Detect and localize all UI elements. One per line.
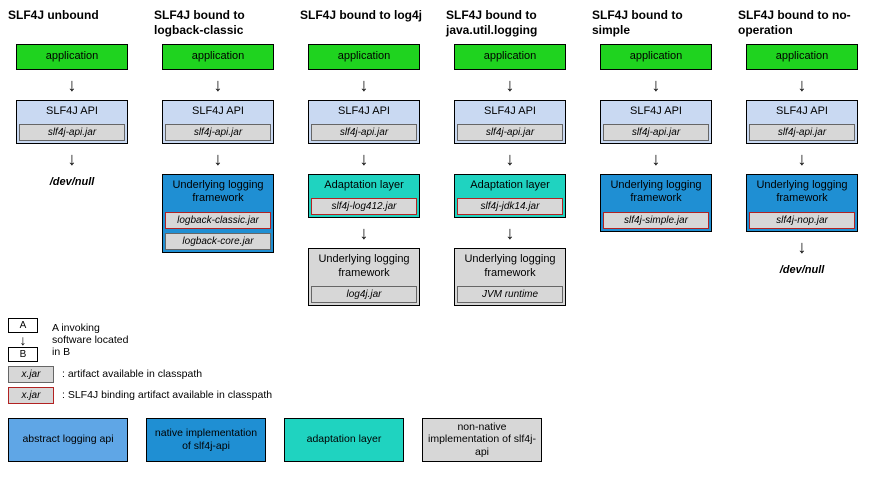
col-title: SLF4J unbound — [8, 8, 136, 38]
api-box: SLF4J API slf4j-api.jar — [308, 100, 420, 144]
jar-chip: x.jar — [8, 366, 54, 383]
jar-label: JVM runtime — [457, 286, 563, 303]
jar-label: slf4j-log412.jar — [311, 198, 417, 215]
jar-label: slf4j-api.jar — [165, 124, 271, 141]
col-title: SLF4J bound to no-operation — [738, 8, 866, 38]
application-box: application — [454, 44, 566, 70]
swatch-native: native implementation of slf4j-api — [146, 418, 266, 462]
arrow-icon: ↓ — [506, 222, 515, 244]
chip-a: A — [8, 318, 38, 333]
jar-label: slf4j-jdk14.jar — [457, 198, 563, 215]
impl-box: Underlying logging framework logback-cla… — [162, 174, 274, 252]
jar-label: logback-classic.jar — [165, 212, 271, 229]
jar-label: slf4j-api.jar — [603, 124, 709, 141]
swatch-adapt: adaptation layer — [284, 418, 404, 462]
swatch-non: non-native implementation of slf4j-api — [422, 418, 542, 462]
swatch-api: abstract logging api — [8, 418, 128, 462]
arrow-icon: ↓ — [652, 74, 661, 96]
jar-chip-binding: x.jar — [8, 387, 54, 404]
jar-label: slf4j-api.jar — [19, 124, 125, 141]
col-nop: SLF4J bound to no-operation application … — [738, 8, 866, 276]
arrow-icon: ↓ — [798, 236, 807, 258]
arrow-icon: ↓ — [798, 74, 807, 96]
col-jul: SLF4J bound to java.util.logging applica… — [446, 8, 574, 306]
arrow-icon: ↓ — [360, 74, 369, 96]
arrow-icon: ↓ — [214, 148, 223, 170]
chip-b: B — [8, 347, 38, 362]
application-box: application — [16, 44, 128, 70]
jar-label: slf4j-nop.jar — [749, 212, 855, 229]
arrow-icon: ↓ — [360, 148, 369, 170]
jar-label: slf4j-simple.jar — [603, 212, 709, 229]
application-box: application — [162, 44, 274, 70]
legend-ab-text: A invoking software located in B — [52, 322, 128, 358]
col-title: SLF4J bound to java.util.logging — [446, 8, 574, 38]
devnull: /dev/null — [50, 176, 95, 188]
arrow-icon: ↓ — [68, 74, 77, 96]
col-unbound: SLF4J unbound application ↓ SLF4J API sl… — [8, 8, 136, 188]
api-box: SLF4J API slf4j-api.jar — [162, 100, 274, 144]
api-box: SLF4J API slf4j-api.jar — [600, 100, 712, 144]
ab-stack: A ↓ B — [8, 318, 38, 362]
adapter-box: Adaptation layer slf4j-jdk14.jar — [454, 174, 566, 218]
jar-label: slf4j-api.jar — [749, 124, 855, 141]
legend-jar-text: : artifact available in classpath — [62, 368, 202, 380]
arrow-icon: ↓ — [20, 333, 27, 347]
devnull: /dev/null — [780, 264, 825, 276]
arrow-icon: ↓ — [360, 222, 369, 244]
col-log4j: SLF4J bound to log4j application ↓ SLF4J… — [300, 8, 428, 306]
api-box: SLF4J API slf4j-api.jar — [454, 100, 566, 144]
application-box: application — [308, 44, 420, 70]
api-box: SLF4J API slf4j-api.jar — [746, 100, 858, 144]
application-box: application — [746, 44, 858, 70]
legend-jar: x.jar : artifact available in classpath — [8, 366, 870, 383]
arrow-icon: ↓ — [68, 148, 77, 170]
arrow-icon: ↓ — [506, 148, 515, 170]
application-box: application — [600, 44, 712, 70]
underlying-box: Underlying logging framework JVM runtime — [454, 248, 566, 305]
col-title: SLF4J bound to log4j — [300, 8, 428, 38]
arrow-icon: ↓ — [214, 74, 223, 96]
col-simple: SLF4J bound to simple application ↓ SLF4… — [592, 8, 720, 232]
col-title: SLF4J bound to simple — [592, 8, 720, 38]
color-legend: abstract logging api native implementati… — [8, 418, 870, 462]
impl-box: Underlying logging framework slf4j-simpl… — [600, 174, 712, 231]
jar-label: log4j.jar — [311, 286, 417, 303]
impl-box: Underlying logging framework slf4j-nop.j… — [746, 174, 858, 231]
jar-label: slf4j-api.jar — [457, 124, 563, 141]
legend-binding-text: : SLF4J binding artifact available in cl… — [62, 389, 272, 401]
legend: A ↓ B A invoking software located in B x… — [8, 318, 870, 462]
arrow-icon: ↓ — [652, 148, 661, 170]
underlying-box: Underlying logging framework log4j.jar — [308, 248, 420, 305]
adapter-box: Adaptation layer slf4j-log412.jar — [308, 174, 420, 218]
arrow-icon: ↓ — [798, 148, 807, 170]
legend-binding: x.jar : SLF4J binding artifact available… — [8, 387, 870, 404]
col-title: SLF4J bound to logback-classic — [154, 8, 282, 38]
col-logback: SLF4J bound to logback-classic applicati… — [154, 8, 282, 253]
api-box: SLF4J API slf4j-api.jar — [16, 100, 128, 144]
diagram-columns: SLF4J unbound application ↓ SLF4J API sl… — [8, 8, 870, 306]
jar-label: slf4j-api.jar — [311, 124, 417, 141]
legend-ab: A ↓ B A invoking software located in B — [8, 318, 870, 362]
jar-label: logback-core.jar — [165, 233, 271, 250]
arrow-icon: ↓ — [506, 74, 515, 96]
